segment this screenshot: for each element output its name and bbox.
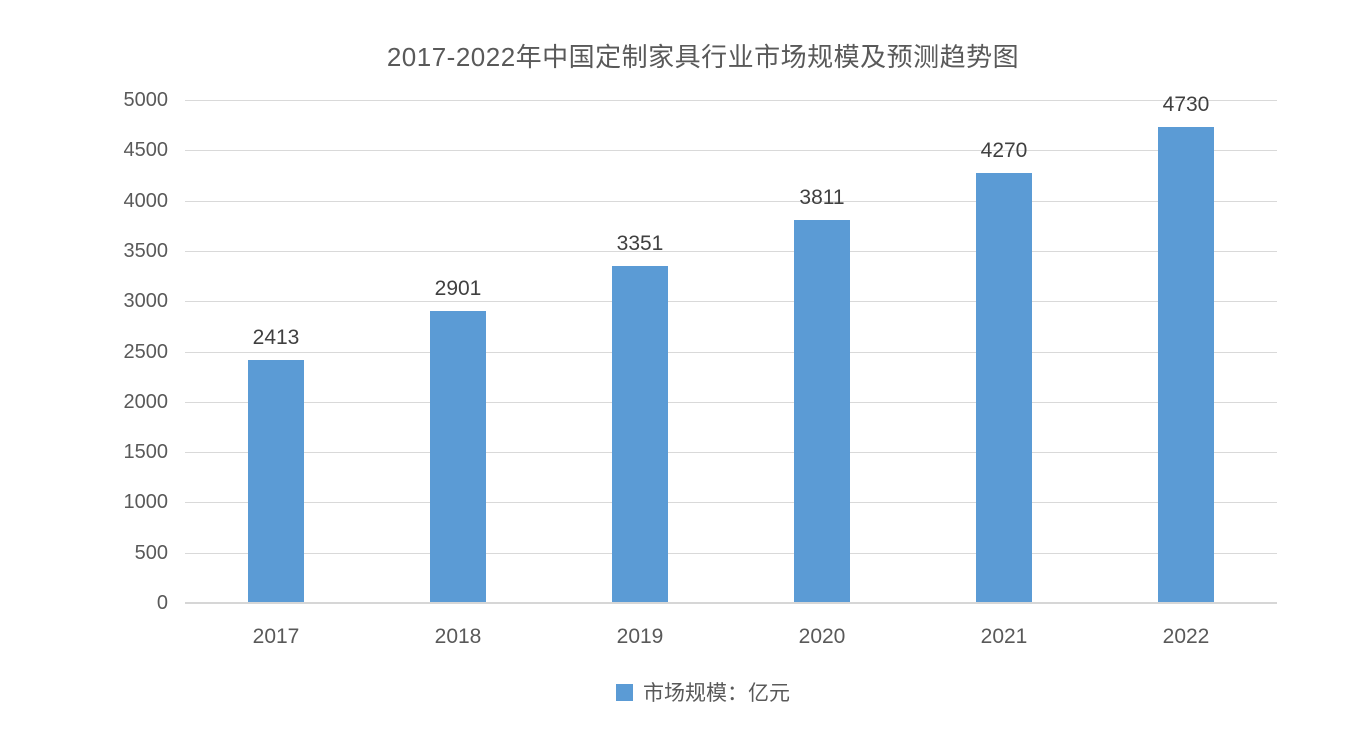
gridline (185, 150, 1277, 152)
y-axis-tick-label: 1500 (123, 441, 169, 464)
bar-value-label-2021: 4270 (980, 139, 1028, 163)
y-axis-tick-label: 5000 (123, 89, 169, 111)
y-axis-tick-label: 2000 (123, 390, 169, 413)
bar-value-label-2022: 4730 (1162, 93, 1210, 117)
y-axis-tick-label: 4500 (123, 139, 169, 162)
x-axis-tick-label-2017: 2017 (252, 625, 300, 648)
legend-label: 市场规模：亿元 (643, 682, 790, 705)
gridline (185, 401, 1277, 403)
bar-2022 (1158, 127, 1214, 602)
y-axis-tick-label: 0 (156, 592, 168, 614)
gridline (185, 301, 1277, 303)
x-axis-tick-label-2019: 2019 (616, 625, 664, 648)
y-axis-tick-label: 1000 (123, 491, 169, 514)
bar-2019 (612, 265, 668, 602)
bar-2017 (248, 360, 304, 602)
x-axis-line (185, 602, 1277, 604)
gridline (185, 552, 1277, 554)
legend: 市场规模：亿元 (130, 677, 1276, 707)
x-axis-tick-label-2021: 2021 (980, 625, 1028, 648)
gridline (185, 452, 1277, 454)
x-axis-tick-label-2022: 2022 (1162, 625, 1210, 648)
y-axis-tick-label: 2500 (123, 340, 169, 363)
legend-swatch-icon (616, 683, 633, 701)
gridline (185, 351, 1277, 353)
bar-value-label-2020: 3811 (799, 185, 845, 209)
chart-title: 2017-2022年中国定制家具行业市场规模及预测趋势图 (386, 42, 1020, 72)
y-axis-tick-label: 3000 (123, 290, 169, 313)
x-axis-tick-label-2020: 2020 (798, 625, 846, 648)
bar-value-label-2017: 2413 (252, 326, 300, 350)
y-axis-tick-label: 4000 (123, 189, 169, 212)
gridline (185, 200, 1277, 202)
bar-value-label-2019: 3351 (616, 231, 664, 255)
gridline (185, 250, 1277, 252)
plot-area (185, 100, 1277, 604)
gridline (185, 100, 1277, 101)
gridline (185, 502, 1277, 504)
y-axis-tick-label: 3500 (123, 239, 169, 262)
y-axis-tick-label: 500 (134, 541, 168, 564)
bar-value-label-2018: 2901 (434, 277, 482, 301)
bar-2021 (976, 173, 1032, 602)
bar-2018 (430, 311, 486, 602)
x-axis-tick-label-2018: 2018 (434, 625, 482, 648)
bar-2020 (794, 219, 850, 602)
